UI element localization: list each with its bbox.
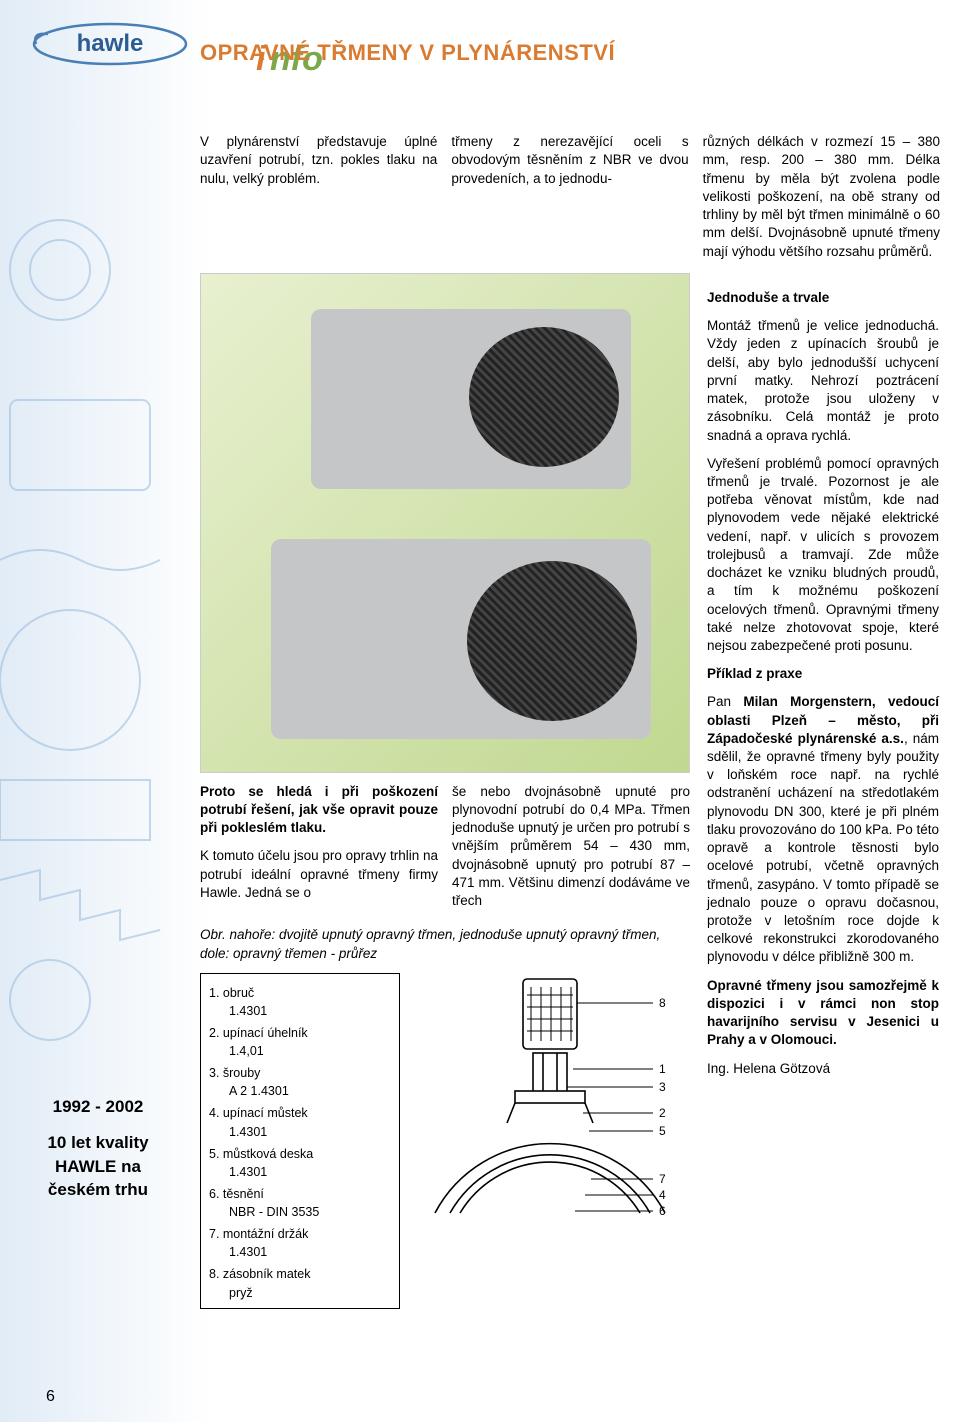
svg-text:1: 1 [659,1062,666,1076]
page-title: OPRAVNÉ TŘMENY V PLYNÁRENSTVÍ [200,38,615,68]
svg-text:7: 7 [659,1172,666,1186]
right-p3: Pan Milan Morgenstern, vedoucí oblasti P… [707,693,939,966]
lower-para-1: Proto se hledá i při poškození potrubí ř… [200,783,438,838]
page-number: 6 [46,1386,55,1408]
svg-text:5: 5 [659,1124,666,1138]
parts-list: 1. obruč1.43012. upínací úhelník1.4,013.… [200,973,400,1309]
right-p1: Montáž třmenů je velice jednoduchá. Vždy… [707,317,939,445]
intro-col-2: třmeny z nerezavějící oceli s obvodovým … [451,133,688,261]
svg-text:3: 3 [659,1080,666,1094]
background-art [0,0,210,1422]
subhead-example: Příklad z praxe [707,665,939,683]
product-photo [200,273,690,773]
svg-text:2: 2 [659,1106,666,1120]
sidebar-anniversary: 1992 - 2002 10 let kvality HAWLE na česk… [28,1095,168,1202]
svg-text:6: 6 [659,1204,666,1218]
svg-text:8: 8 [659,996,666,1010]
svg-text:4: 4 [659,1188,666,1202]
logo-brand-text: hawle [77,30,144,57]
right-p4: Opravné třmeny jsou samozřejmě k dispozi… [707,977,939,1050]
right-p2: Vyřešení problémů pomocí opravných třmen… [707,455,939,655]
subhead-simple: Jednoduše a trvale [707,289,939,307]
lower-para-3: še nebo dvojnásobně upnuté pro plynovodn… [452,783,690,911]
figure-caption: Obr. nahoře: dvojitě upnutý opravný třme… [200,926,690,962]
lower-para-2: K tomuto účelu jsou pro opravy trhlin na… [200,847,438,902]
intro-col-1: V plynárenství představuje úplné uzavřen… [200,133,437,261]
cross-section-diagram: 8 1 3 2 5 7 4 6 [410,973,690,1233]
author-signature: Ing. Helena Götzová [707,1060,939,1078]
hawle-logo: hawle [30,20,190,80]
